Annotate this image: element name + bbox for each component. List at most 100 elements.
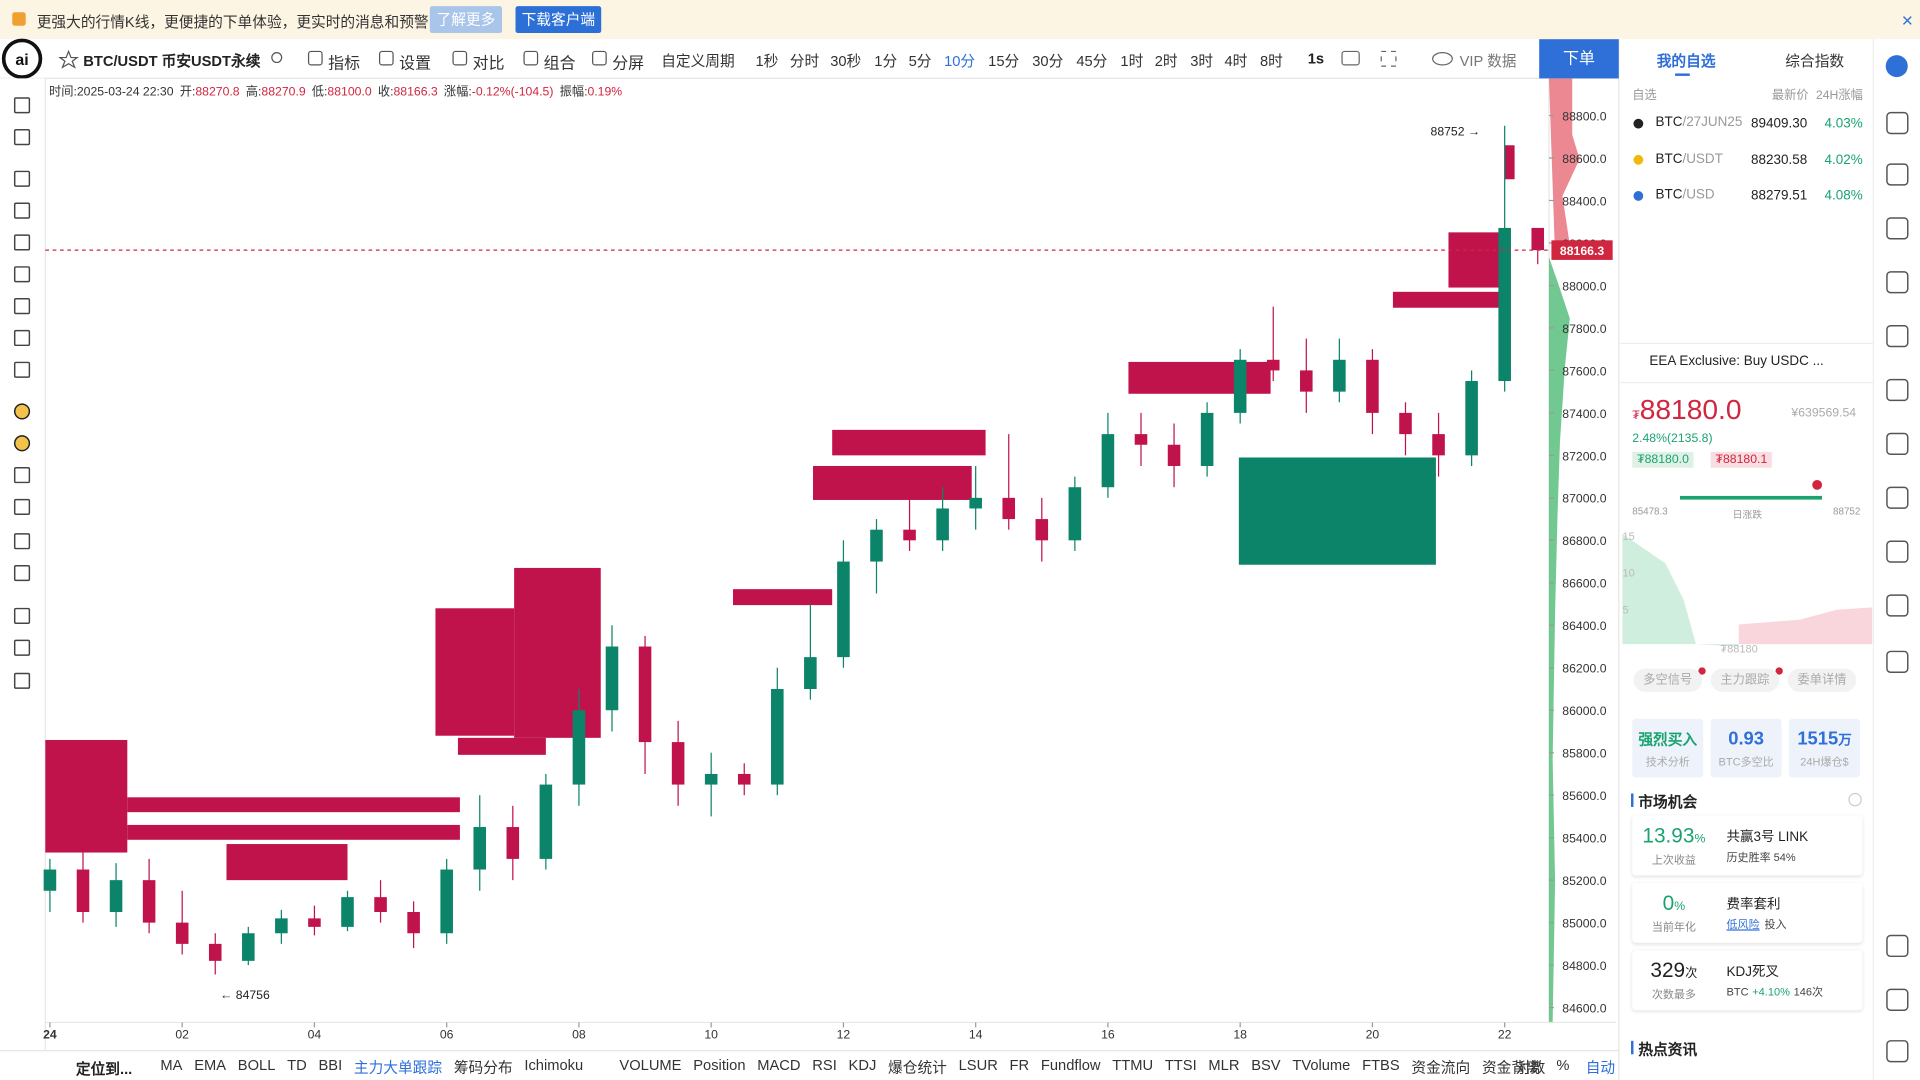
tool-icon[interactable] bbox=[13, 234, 31, 251]
tool-icon[interactable] bbox=[13, 97, 31, 114]
tool-icon[interactable] bbox=[13, 202, 31, 219]
tool-icon[interactable] bbox=[13, 129, 31, 146]
watch-row[interactable]: BTC/USDT bbox=[1656, 151, 1723, 166]
period[interactable]: 15分 bbox=[988, 52, 1020, 70]
tool-icon[interactable] bbox=[13, 639, 31, 656]
learn-more-button[interactable]: 了解更多 bbox=[429, 6, 503, 34]
side-icon[interactable] bbox=[1886, 540, 1909, 563]
indicator[interactable]: Position bbox=[693, 1056, 746, 1074]
indicator[interactable]: RSI bbox=[812, 1056, 837, 1074]
side-icon[interactable] bbox=[1886, 324, 1909, 348]
indicator[interactable]: MLR bbox=[1208, 1056, 1240, 1074]
tool-icon[interactable] bbox=[13, 498, 31, 516]
axis-option[interactable]: 自动 bbox=[1585, 1059, 1616, 1077]
tool-icon[interactable] bbox=[13, 564, 31, 582]
panel-button[interactable]: 多空信号 bbox=[1633, 668, 1703, 692]
period[interactable]: 1时 bbox=[1120, 52, 1144, 70]
period[interactable]: 8时 bbox=[1260, 52, 1283, 70]
tool-icon[interactable] bbox=[13, 672, 31, 689]
toolbar-item[interactable]: 指标 bbox=[328, 53, 361, 73]
indicator[interactable]: BBI bbox=[318, 1056, 343, 1074]
indicator[interactable]: BOLL bbox=[237, 1056, 276, 1074]
tool-icon[interactable] bbox=[13, 403, 31, 420]
tool-icon[interactable] bbox=[13, 467, 31, 484]
period[interactable]: 分时 bbox=[789, 52, 820, 70]
toolbar-item[interactable]: 设置 bbox=[399, 53, 432, 73]
period[interactable]: 2时 bbox=[1154, 52, 1178, 70]
side-icon[interactable] bbox=[1886, 163, 1909, 186]
side-icon[interactable] bbox=[1886, 934, 1909, 958]
tool-icon[interactable] bbox=[13, 298, 31, 315]
side-icon[interactable] bbox=[1886, 650, 1909, 673]
sidebar-tab[interactable]: 我的自选 bbox=[1656, 52, 1716, 70]
indicator[interactable]: MA bbox=[160, 1056, 183, 1074]
period[interactable]: 30分 bbox=[1032, 52, 1064, 70]
watch-row[interactable]: BTC/USD bbox=[1656, 187, 1715, 202]
indicator[interactable]: EMA bbox=[194, 1056, 227, 1074]
indicator[interactable]: 主力大单跟踪 bbox=[353, 1059, 443, 1077]
detail-count: 146次 bbox=[1793, 985, 1824, 998]
indicator[interactable]: MACD bbox=[757, 1056, 801, 1074]
sidebar-tab[interactable]: 综合指数 bbox=[1785, 52, 1845, 70]
indicator[interactable]: FR bbox=[1009, 1056, 1030, 1074]
tool-icon[interactable] bbox=[13, 607, 31, 625]
indicator[interactable]: VOLUME bbox=[619, 1056, 682, 1074]
y-tick-label: 86200.0 bbox=[1562, 662, 1606, 676]
close-banner[interactable]: × bbox=[1902, 10, 1913, 32]
tool-icon[interactable] bbox=[13, 361, 31, 378]
indicator[interactable]: BSV bbox=[1251, 1056, 1281, 1074]
toolbar-item[interactable]: 组合 bbox=[543, 53, 576, 73]
axis-option[interactable]: % bbox=[1556, 1056, 1570, 1074]
indicator[interactable]: 资金流向 bbox=[1411, 1059, 1471, 1077]
tool-icon[interactable] bbox=[13, 533, 31, 550]
vip-data[interactable]: VIP 数据 bbox=[1459, 52, 1517, 70]
order-button[interactable]: 下单 bbox=[1539, 39, 1619, 79]
period[interactable]: 4时 bbox=[1224, 52, 1248, 70]
side-icon[interactable] bbox=[1886, 432, 1909, 456]
side-icon[interactable] bbox=[1886, 111, 1909, 135]
side-icon[interactable] bbox=[1886, 217, 1909, 240]
panel-button[interactable]: 主力跟踪 bbox=[1710, 668, 1780, 692]
side-icon[interactable] bbox=[1886, 594, 1909, 617]
period[interactable]: 10分 bbox=[944, 52, 976, 70]
axis-option[interactable]: 对数 bbox=[1515, 1059, 1546, 1077]
indicator[interactable]: TD bbox=[287, 1056, 307, 1074]
indicator[interactable]: KDJ bbox=[848, 1056, 877, 1074]
indicator[interactable]: 筹码分布 bbox=[453, 1059, 513, 1077]
side-icon[interactable] bbox=[1886, 1040, 1909, 1063]
indicator[interactable]: LSUR bbox=[958, 1056, 998, 1074]
side-icon[interactable] bbox=[1886, 988, 1909, 1011]
toolbar-item[interactable]: 对比 bbox=[472, 53, 505, 73]
tool-icon[interactable] bbox=[13, 266, 31, 283]
period[interactable]: 30秒 bbox=[830, 52, 862, 70]
tool-icon[interactable] bbox=[13, 329, 31, 347]
side-icon[interactable] bbox=[1886, 486, 1909, 509]
indicator[interactable]: TTSI bbox=[1164, 1056, 1197, 1074]
symbol[interactable]: BTC/USDT 币安USDT永续 bbox=[83, 52, 261, 70]
tool-icon[interactable] bbox=[13, 435, 31, 452]
list-filter[interactable]: 自选 bbox=[1632, 89, 1657, 103]
period[interactable]: 1分 bbox=[874, 52, 898, 70]
locate[interactable]: 定位到... bbox=[75, 1060, 133, 1078]
indicator[interactable]: 爆仓统计 bbox=[888, 1059, 947, 1077]
indicator[interactable]: Ichimoku bbox=[524, 1056, 584, 1074]
period[interactable]: 5分 bbox=[908, 52, 932, 70]
side-icon[interactable] bbox=[1886, 271, 1909, 294]
indicator[interactable]: Fundflow bbox=[1040, 1056, 1101, 1074]
custom-period[interactable]: 自定义周期 bbox=[661, 52, 735, 70]
second-interval[interactable]: 1s bbox=[1307, 50, 1325, 68]
period[interactable]: 1秒 bbox=[755, 52, 779, 70]
indicator[interactable]: TVolume bbox=[1292, 1056, 1351, 1074]
indicator[interactable]: 资金背离 bbox=[1481, 1059, 1541, 1077]
indicator[interactable]: TTMU bbox=[1112, 1056, 1154, 1074]
toolbar-item[interactable]: 分屏 bbox=[612, 53, 645, 73]
news-ticker[interactable]: EEA Exclusive: Buy USDC ... bbox=[1649, 353, 1824, 369]
download-button[interactable]: 下载客户端 bbox=[515, 6, 602, 34]
period[interactable]: 3时 bbox=[1190, 52, 1214, 70]
tool-icon[interactable] bbox=[13, 170, 31, 187]
side-icon[interactable] bbox=[1886, 378, 1909, 402]
panel-button[interactable]: 委单详情 bbox=[1787, 668, 1857, 692]
indicator[interactable]: FTBS bbox=[1362, 1056, 1400, 1074]
period[interactable]: 45分 bbox=[1076, 52, 1108, 70]
watch-row[interactable]: BTC/27JUN25 bbox=[1656, 115, 1743, 130]
